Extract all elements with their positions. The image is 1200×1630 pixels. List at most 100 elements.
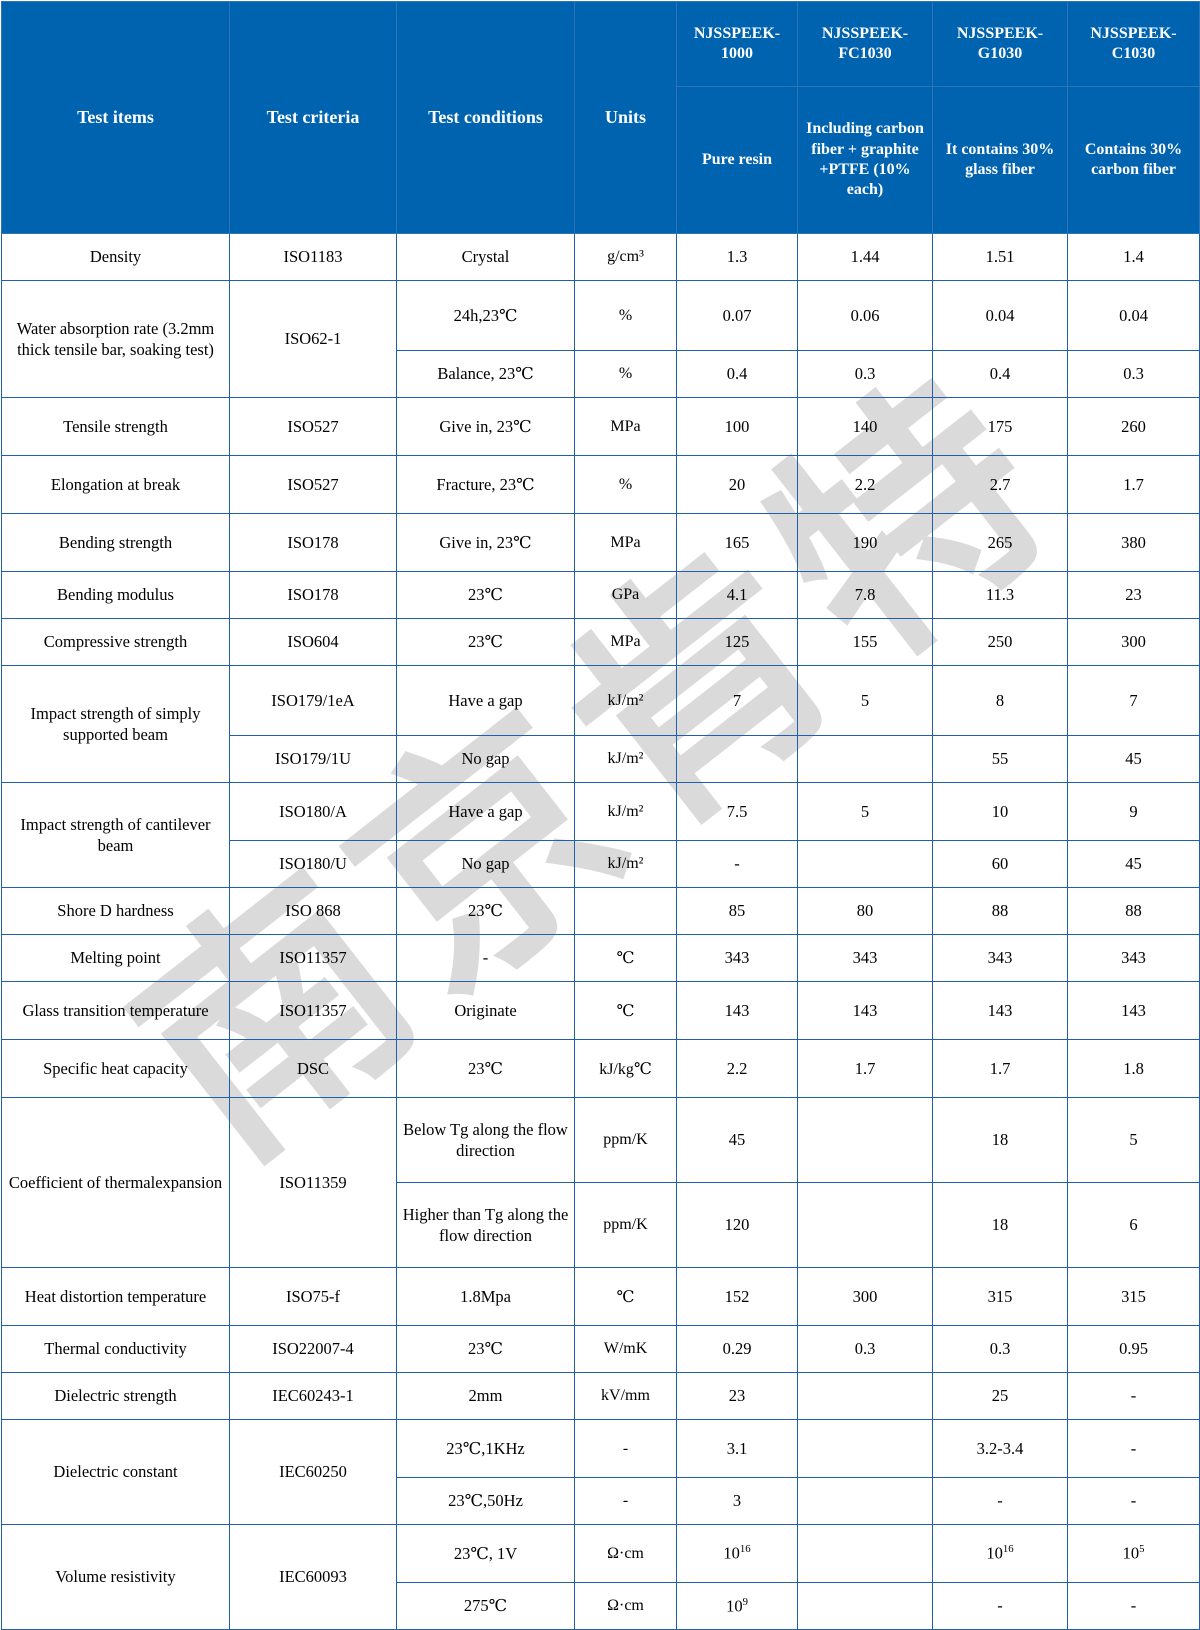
cell-unit: ℃: [574, 934, 677, 982]
cell-value-product-3: -: [1067, 1372, 1200, 1420]
cell-test-item: Melting point: [1, 934, 230, 982]
cell-value-product-2: 8: [932, 665, 1068, 736]
cell-test-condition: 23℃: [396, 618, 575, 666]
cell-test-condition: 2mm: [396, 1372, 575, 1420]
cell-value-product-0: 343: [676, 934, 798, 982]
cell-test-criteria: IEC60243-1: [229, 1372, 397, 1420]
cell-value-product-0: 109: [676, 1582, 798, 1630]
table-row: ISO179/1U No gap kJ/m² 55 45: [2, 735, 1200, 783]
table-row: Thermal conductivity ISO22007-4 23℃ W/mK 0.2…: [1, 1325, 1200, 1373]
cell-test-condition: 23℃: [396, 887, 575, 935]
cell-value-product-2: 60: [932, 840, 1068, 888]
cell-test-condition: 23℃: [396, 1039, 575, 1098]
cell-unit: Ω·cm: [574, 1582, 677, 1630]
cell-test-condition: Higher than Tg along the flow direction: [396, 1182, 575, 1268]
cell-test-item: Specific heat capacity: [1, 1039, 230, 1098]
table-row: Impact strength of cantilever beam ISO180…: [1, 782, 1200, 888]
table-header: Test items Test criteria Test conditions…: [1, 1, 1200, 234]
cell-unit: kJ/m²: [574, 735, 677, 783]
cell-test-condition: Have a gap: [396, 782, 575, 841]
cell-value-product-1: 1.7: [797, 1039, 933, 1098]
cell-value-product-2: 0.3: [932, 1325, 1068, 1373]
cell-value-product-0: 20: [676, 455, 798, 514]
cell-value-product-1: 5: [797, 665, 933, 736]
cell-test-item: Thermal conductivity: [1, 1325, 230, 1373]
cell-value-product-3: -: [1067, 1477, 1200, 1525]
table-row: Compressive strength ISO604 23℃ MPa 125 155 25…: [1, 618, 1200, 666]
cell-test-item: Impact strength of cantilever beam: [1, 782, 230, 888]
table-row: Melting point ISO11357- ℃ 343 343 343 343: [1, 934, 1200, 982]
cell-value-product-1: 0.06: [797, 280, 933, 351]
cell-value-product-0: 100: [676, 397, 798, 456]
cell-test-item: Heat distortion temperature: [1, 1267, 230, 1326]
cell-value-product-1: 2.2: [797, 455, 933, 514]
cell-test-item: Bending modulus: [1, 571, 230, 619]
cell-value-product-2: 143: [932, 981, 1068, 1040]
cell-unit: W/mK: [574, 1325, 677, 1373]
cell-value-product-3: 45: [1067, 735, 1200, 783]
cell-value-product-0: [676, 735, 798, 783]
cell-value-product-3: 1.8: [1067, 1039, 1200, 1098]
cell-unit: ℃: [574, 981, 677, 1040]
cell-test-condition: Crystal: [396, 233, 575, 281]
cell-value-product-3: 300: [1067, 618, 1200, 666]
cell-value-product-2: 18: [932, 1182, 1068, 1268]
cell-test-condition: 23℃, 1V: [396, 1524, 575, 1583]
cell-test-item: Density: [1, 233, 230, 281]
cell-test-criteria: ISO527: [229, 455, 397, 514]
cell-value-product-0: 143: [676, 981, 798, 1040]
cell-test-condition: 275℃: [396, 1582, 575, 1630]
table-row: Specific heat capacity DSC 23℃ kJ/kg℃ 2.2 1.7…: [1, 1039, 1200, 1098]
cell-unit: ppm/K: [574, 1182, 677, 1268]
cell-test-condition: 24h,23℃: [396, 280, 575, 351]
cell-value-product-1: 155: [797, 618, 933, 666]
cell-value-product-3: 1.7: [1067, 455, 1200, 514]
cell-value-product-3: 7: [1067, 665, 1200, 736]
cell-test-criteria: ISO11357: [229, 934, 397, 982]
cell-test-criteria: ISO11357: [229, 981, 397, 1040]
cell-value-product-3: 343: [1067, 934, 1200, 982]
cell-value-product-0: 3.1: [676, 1419, 798, 1478]
cell-test-criteria: ISO527: [229, 397, 397, 456]
cell-test-item: Elongation at break: [1, 455, 230, 514]
cell-test-criteria: IEC60093: [229, 1524, 397, 1630]
cell-test-criteria: ISO22007-4: [229, 1325, 397, 1373]
cell-value-product-0: 23: [676, 1372, 798, 1420]
table-row: Density ISO1183 Crystal g/cm³ 1.3 1.44 1.51 1.4: [1, 233, 1200, 281]
cell-value-product-0: 0.07: [676, 280, 798, 351]
cell-value-product-2: 175: [932, 397, 1068, 456]
cell-test-item: Dielectric constant: [1, 1419, 230, 1525]
cell-test-item: Glass transition temperature: [1, 981, 230, 1040]
cell-value-product-1: [797, 1582, 933, 1630]
cell-test-criteria: DSC: [229, 1039, 397, 1098]
cell-test-criteria: ISO62-1: [229, 280, 397, 398]
cell-value-product-2: -: [932, 1582, 1068, 1630]
cell-unit: MPa: [574, 618, 677, 666]
cell-test-item: Tensile strength: [1, 397, 230, 456]
cell-value-product-0: 125: [676, 618, 798, 666]
cell-value-product-3: 88: [1067, 887, 1200, 935]
cell-unit: kJ/m²: [574, 665, 677, 736]
table-row: Elongation at break ISO527 Fracture, 23℃% 2…: [1, 455, 1200, 514]
cell-value-product-3: 9: [1067, 782, 1200, 841]
cell-value-product-1: [797, 1477, 933, 1525]
cell-value-product-2: 2.7: [932, 455, 1068, 514]
cell-test-condition: 23℃,1KHz: [396, 1419, 575, 1478]
table-row: Higher than Tg along the flow direction p…: [2, 1182, 1200, 1268]
cell-test-condition: Below Tg along the flow direction: [396, 1097, 575, 1183]
cell-value-product-2: 315: [932, 1267, 1068, 1326]
cell-value-product-2: 11.3: [932, 571, 1068, 619]
cell-value-product-3: 260: [1067, 397, 1200, 456]
table-row: Bending modulus ISO178 23℃ GPa 4.1 7.8 11.3 23: [1, 571, 1200, 619]
cell-test-item: Bending strength: [1, 513, 230, 572]
cell-value-product-3: 0.95: [1067, 1325, 1200, 1373]
cell-value-product-2: 1.7: [932, 1039, 1068, 1098]
header-product-desc-2: It contains 30% glass fiber: [932, 86, 1068, 234]
cell-value-product-2: 0.04: [932, 280, 1068, 351]
cell-test-condition: -: [396, 934, 575, 982]
cell-value-product-0: 2.2: [676, 1039, 798, 1098]
cell-value-product-3: 0.04: [1067, 280, 1200, 351]
cell-test-condition: Give in, 23℃: [396, 513, 575, 572]
cell-value-product-3: 315: [1067, 1267, 1200, 1326]
cell-value-product-0: 3: [676, 1477, 798, 1525]
